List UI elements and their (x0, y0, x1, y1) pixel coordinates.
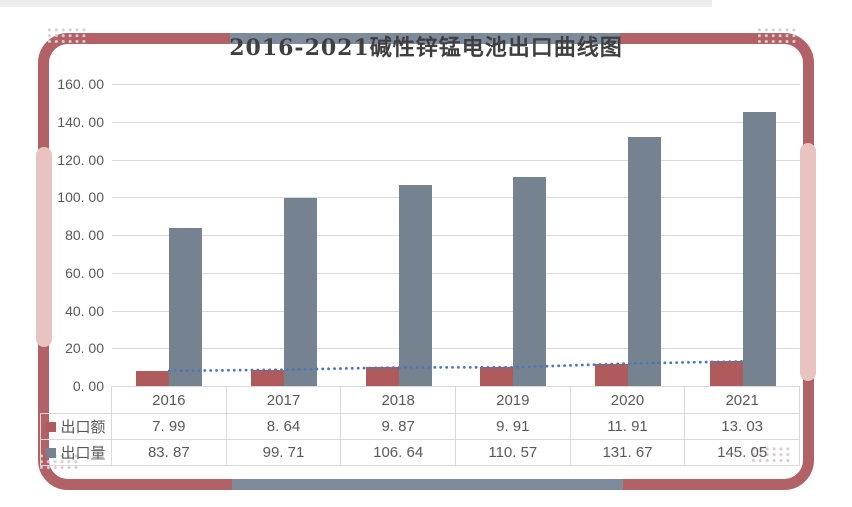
year-cell: 2016 (112, 386, 227, 414)
value-cell-export-volume: 145. 05 (685, 440, 800, 466)
chart-title: 2016-2021碱性锌锰电池出口曲线图 (229, 35, 623, 61)
y-tick-label: 60. 00 (65, 264, 104, 281)
bar-export-volume-2019 (513, 177, 547, 386)
frame-accent-right (800, 143, 816, 381)
legend-cell-export-value: 出口额 (40, 414, 112, 440)
year-cell: 2017 (226, 386, 342, 414)
y-tick-label: 20. 00 (65, 340, 104, 357)
legend-label-export-value: 出口额 (60, 419, 106, 436)
value-cell-export-value: 11. 91 (570, 414, 686, 440)
gridline (112, 348, 800, 350)
bar-export-value-2017 (251, 369, 284, 386)
data-table: 2016 2017 2018 2019 2020 2021 出口额 7. 99 8. 64 9. … (40, 386, 800, 466)
bar-export-volume-2021 (742, 112, 776, 386)
y-tick-label: 160. 00 (57, 76, 104, 92)
y-tick-label: 100. 00 (57, 189, 104, 206)
bar-export-volume-2018 (398, 184, 432, 386)
bar-export-volume-2016 (169, 227, 203, 386)
value-cell-export-volume: 83. 87 (112, 440, 227, 466)
legend-label-export-volume: 出口量 (60, 445, 106, 462)
value-cell-export-volume: 106. 64 (341, 440, 456, 466)
gridline (112, 84, 800, 85)
value-cell-export-volume: 131. 67 (570, 440, 686, 466)
table-corner-cell (40, 386, 112, 414)
value-cell-export-value: 13. 03 (685, 414, 800, 440)
gridline (112, 197, 800, 199)
dot-grid-decor-top-right (756, 27, 797, 44)
dot-grid-decor-bottom-right (750, 446, 791, 463)
year-cell: 2021 (685, 386, 800, 414)
bar-export-volume-2017 (284, 197, 317, 386)
gridline (112, 159, 800, 161)
gridline (112, 235, 800, 236)
legend-swatch-export-volume (46, 447, 57, 458)
bar-export-value-2021 (709, 361, 743, 386)
bar-export-value-2019 (480, 367, 514, 386)
bar-export-volume-2020 (628, 137, 661, 386)
top-edge-strip-decor (0, 0, 712, 7)
gridline (112, 272, 800, 274)
bar-export-value-2020 (595, 363, 628, 386)
year-cell: 2019 (455, 386, 571, 414)
y-tick-label: 80. 00 (65, 227, 104, 243)
value-cell-export-value: 9. 91 (455, 414, 571, 440)
trend-line (167, 359, 745, 373)
y-tick-label: 120. 00 (57, 151, 104, 168)
legend-cell-export-volume: 出口量 (40, 440, 112, 466)
frame-accent-bottom (232, 479, 623, 490)
bar-export-value-2018 (365, 367, 399, 386)
year-cell: 2018 (341, 386, 456, 414)
value-cell-export-value: 7. 99 (112, 414, 227, 440)
bar-export-value-2016 (136, 370, 170, 386)
gridline (112, 310, 800, 312)
y-tick-label: 0. 00 (72, 378, 104, 394)
value-cell-export-volume: 110. 57 (455, 440, 571, 466)
y-tick-label: 40. 00 (65, 302, 104, 319)
value-cell-export-volume: 99. 71 (226, 440, 342, 466)
y-tick-label: 140. 00 (57, 113, 104, 130)
legend-swatch-export-value (46, 421, 57, 432)
gridline (112, 121, 800, 123)
value-cell-export-value: 8. 64 (226, 414, 342, 440)
dot-grid-decor-top-left (46, 27, 87, 44)
plot-area (112, 84, 800, 386)
frame-accent-left (36, 147, 52, 347)
year-cell: 2020 (570, 386, 686, 414)
value-cell-export-value: 9. 87 (341, 414, 456, 440)
frame-accent-top (230, 33, 620, 44)
